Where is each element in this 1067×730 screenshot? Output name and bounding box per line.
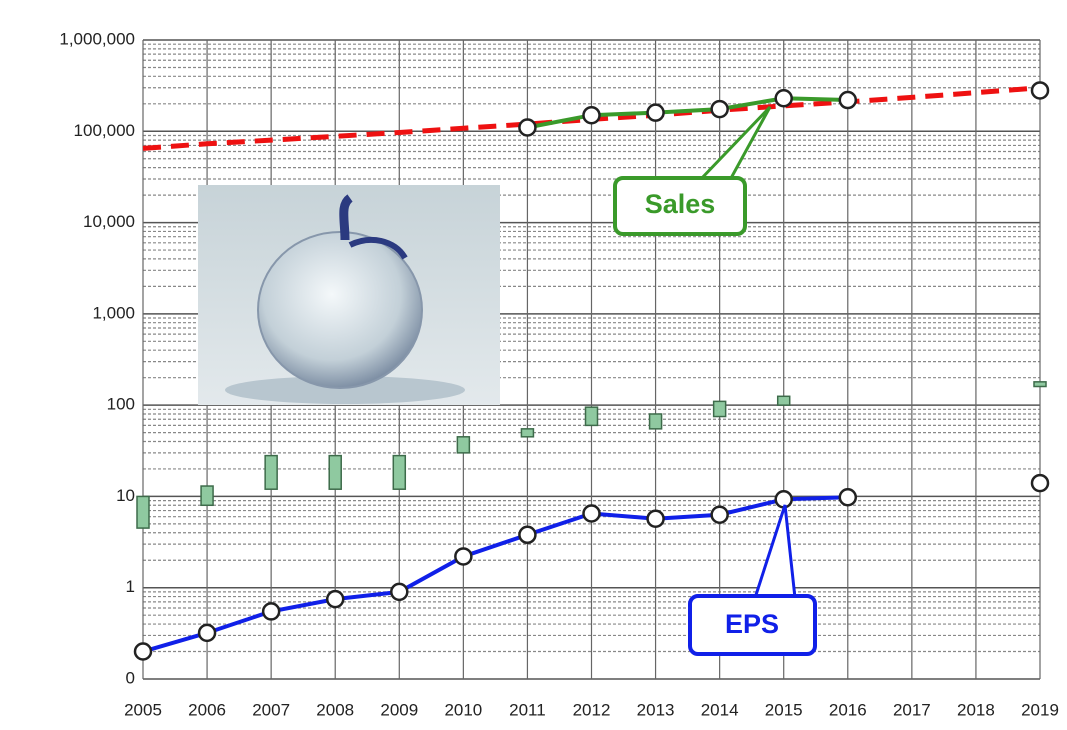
x-tick-label: 2019 [1021, 700, 1059, 719]
x-tick-label: 2011 [509, 700, 546, 719]
price-range-bar [201, 486, 213, 505]
y-tick-label: 10 [116, 486, 135, 505]
x-tick-label: 2009 [380, 700, 418, 719]
x-tick-label: 2012 [573, 700, 611, 719]
x-tick-label: 2006 [188, 700, 226, 719]
y-tick-label: 100,000 [74, 121, 135, 140]
x-tick-label: 2010 [444, 700, 482, 719]
data-point [648, 105, 664, 121]
x-tick-label: 2018 [957, 700, 995, 719]
eps-callout: EPS [690, 505, 815, 654]
price-range-bar [778, 396, 790, 405]
data-point [1032, 475, 1048, 491]
x-tick-label: 2014 [701, 700, 739, 719]
y-tick-label: 1,000,000 [59, 29, 135, 48]
x-tick-label: 2017 [893, 700, 931, 719]
price-range-bar [329, 456, 341, 490]
x-tick-label: 2007 [252, 700, 290, 719]
photo [198, 185, 500, 405]
x-tick-label: 2015 [765, 700, 803, 719]
y-tick-label: 10,000 [83, 212, 135, 231]
data-point [840, 489, 856, 505]
y-tick-label: 1 [126, 577, 135, 596]
data-point [776, 90, 792, 106]
data-point [584, 506, 600, 522]
data-point [840, 92, 856, 108]
data-point [584, 107, 600, 123]
sales-callout: Sales [615, 107, 770, 234]
price-range-bar [714, 401, 726, 416]
eps-label: EPS [725, 609, 779, 639]
chart: 0 1 10 100 1,000 10,000 100,000 1,000,000 2005 20… [0, 0, 1067, 725]
x-tick-label: 2008 [316, 700, 354, 719]
price-range-bar [650, 414, 662, 429]
y-tick-label: 1,000 [92, 303, 135, 322]
price-range-bar [137, 496, 149, 528]
data-point [455, 548, 471, 564]
data-point [648, 511, 664, 527]
data-point [135, 644, 151, 660]
data-point [199, 625, 215, 641]
price-range-bar [1034, 382, 1046, 387]
x-tick-label: 2016 [829, 700, 867, 719]
data-point [712, 101, 728, 117]
y-tick-label: 100 [107, 395, 135, 414]
data-point [327, 591, 343, 607]
price-range-bar [521, 429, 533, 437]
x-tick-label: 2013 [637, 700, 675, 719]
price-range-bar [265, 456, 277, 490]
x-tick-label: 2005 [124, 700, 162, 719]
sales-label: Sales [645, 189, 716, 219]
data-point [391, 584, 407, 600]
price-range-bar [393, 456, 405, 490]
data-point [519, 527, 535, 543]
price-range-bar [586, 407, 598, 425]
data-point [263, 603, 279, 619]
data-point [519, 120, 535, 136]
data-point [1032, 82, 1048, 98]
price-range-bar [457, 437, 469, 453]
data-point [712, 507, 728, 523]
y-tick-label: 0 [126, 668, 135, 687]
